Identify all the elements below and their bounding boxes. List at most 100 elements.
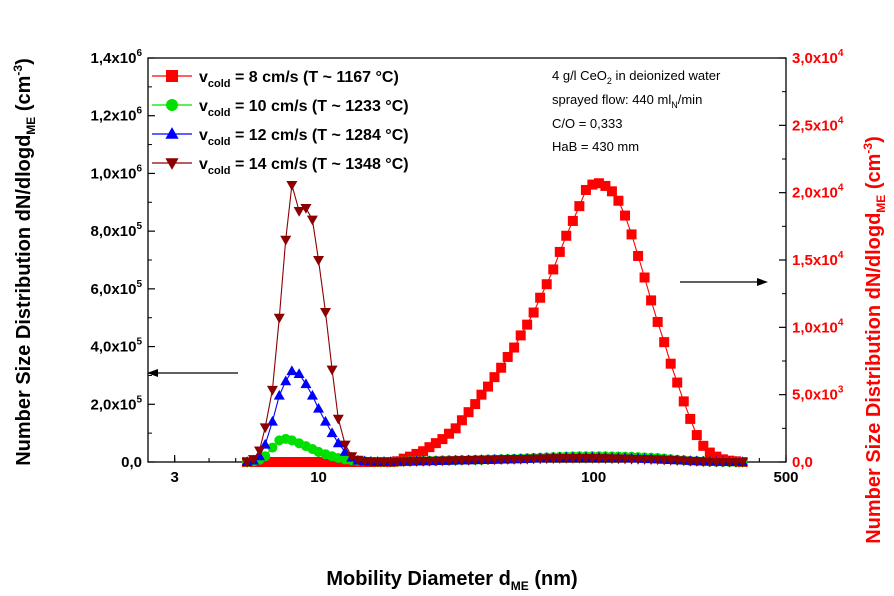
data-point-triangle-up	[300, 378, 312, 389]
legend-entry: vcold = 14 cm/s (T ~ 1348 °C)	[152, 156, 409, 177]
x-axis-label: Mobility Diameter dME (nm)	[326, 568, 577, 593]
annotation-line-1: 4 g/l CeO2 in deionized water	[552, 68, 721, 86]
data-point-square	[476, 389, 487, 400]
data-point-square	[166, 70, 178, 82]
plot-frame	[147, 57, 787, 463]
data-point-triangle-down	[332, 414, 344, 425]
data-point-square	[424, 442, 435, 453]
data-point-triangle-up	[165, 127, 179, 139]
right-tick-label: 2,5x104	[792, 115, 844, 134]
data-point-square	[626, 229, 637, 240]
data-point-square	[515, 330, 526, 341]
data-point-square	[574, 201, 585, 212]
data-point-square	[489, 372, 500, 383]
plot-border	[147, 57, 787, 463]
data-point-square	[580, 184, 591, 195]
data-point-square	[698, 440, 709, 451]
x-axis-label-sub: ME	[511, 579, 529, 593]
data-point-square	[593, 178, 604, 189]
data-point-square	[502, 351, 513, 362]
data-point-triangle-up	[280, 375, 292, 386]
left-arrow	[147, 369, 238, 377]
data-point-triangle-down	[273, 313, 285, 324]
right-tick-label: 1,5x104	[792, 250, 844, 269]
right-tick-label: 2,0x104	[792, 183, 844, 202]
data-point-square	[300, 457, 311, 467]
x-tick-label: 500	[773, 469, 798, 486]
data-point-square	[639, 272, 650, 283]
data-point-square	[307, 457, 318, 467]
left-axis-label-close: )	[13, 58, 35, 65]
data-point-square	[313, 457, 324, 467]
data-point-square	[280, 457, 291, 467]
right-tick-label: 3,0x104	[792, 48, 844, 67]
right-axis-label-unit: (cm	[863, 154, 885, 195]
data-point-triangle-down	[313, 256, 325, 266]
legend-label: vcold = 10 cm/s (T ~ 1233 °C)	[199, 98, 409, 119]
data-point-square	[509, 342, 520, 353]
x-tick-label: 3	[170, 469, 178, 486]
data-point-square	[463, 407, 474, 418]
left-axis-label-sub: ME	[24, 117, 38, 135]
data-point-circle	[267, 442, 278, 453]
data-point-triangle-down	[346, 452, 358, 462]
data-point-square	[320, 457, 331, 467]
left-axis-label-sup: -3	[11, 65, 25, 76]
right-axis-label-sub: ME	[874, 195, 888, 213]
data-point-triangle-down	[737, 458, 749, 468]
left-axis-label-main: Number Size Distribution dN/dlogd	[13, 135, 35, 466]
data-point-square	[483, 381, 494, 392]
data-point-square	[685, 413, 696, 424]
series-line	[246, 184, 743, 463]
series-line	[247, 182, 743, 463]
left-tick-label: 1,2x106	[91, 106, 143, 125]
data-point-triangle-down	[259, 423, 271, 434]
data-point-square	[294, 457, 305, 467]
x-axis-label-unit: (nm)	[529, 568, 578, 590]
data-point-triangle-down	[326, 365, 338, 376]
data-point-square	[600, 180, 611, 191]
data-point-triangle-down	[165, 158, 179, 170]
data-point-square	[437, 434, 448, 445]
data-point-triangle-up	[266, 415, 278, 426]
annotation-box: 4 g/l CeO2 in deionized water sprayed fl…	[552, 68, 721, 154]
data-point-square	[267, 457, 278, 467]
data-point-triangle-down	[247, 455, 259, 465]
data-point-square	[274, 457, 285, 467]
data-point-triangle-down	[286, 180, 298, 191]
data-point-circle	[166, 99, 178, 111]
legend-label: vcold = 14 cm/s (T ~ 1348 °C)	[199, 156, 409, 177]
data-point-square	[567, 215, 578, 226]
data-point-triangle-up	[293, 368, 305, 378]
data-point-triangle-up	[259, 438, 271, 449]
data-point-square	[450, 423, 461, 434]
data-point-triangle-down	[266, 385, 278, 396]
data-point-triangle-up	[273, 389, 285, 400]
data-point-triangle-down	[339, 440, 351, 451]
legend-label: vcold = 8 cm/s (T ~ 1167 °C)	[199, 69, 399, 90]
data-point-triangle-down	[241, 458, 253, 468]
left-tick-label: 6,0x105	[91, 279, 143, 298]
data-point-triangle-down	[253, 446, 265, 457]
left-tick-label: 8,0x105	[91, 221, 143, 240]
right-axis-label: Number Size Distribution dN/dlogdME (cm-…	[861, 136, 888, 544]
data-point-square	[561, 230, 572, 241]
series-triangle-down	[241, 180, 749, 468]
data-point-square	[678, 396, 689, 407]
data-point-square	[418, 446, 429, 457]
data-point-square	[327, 457, 338, 467]
left-axis-ticks: 0,0 2,0x105 4,0x105 6,0x105 8,0x105 1,0x106 1,…	[91, 48, 155, 471]
left-tick-label: 2,0x105	[91, 394, 143, 413]
data-point-square	[646, 295, 657, 306]
legend-entry: vcold = 12 cm/s (T ~ 1284 °C)	[152, 127, 409, 148]
data-point-square	[606, 186, 617, 197]
legend-label: vcold = 12 cm/s (T ~ 1284 °C)	[199, 127, 409, 148]
data-point-square	[672, 377, 683, 388]
data-point-square	[444, 428, 455, 439]
data-point-triangle-down	[280, 235, 292, 246]
data-point-square	[548, 264, 559, 275]
left-axis-label: Number Size Distribution dN/dlogdME (cm-…	[11, 58, 38, 466]
data-point-square	[260, 457, 271, 467]
right-tick-label: 1,0x104	[792, 317, 844, 336]
data-point-square	[633, 250, 644, 261]
